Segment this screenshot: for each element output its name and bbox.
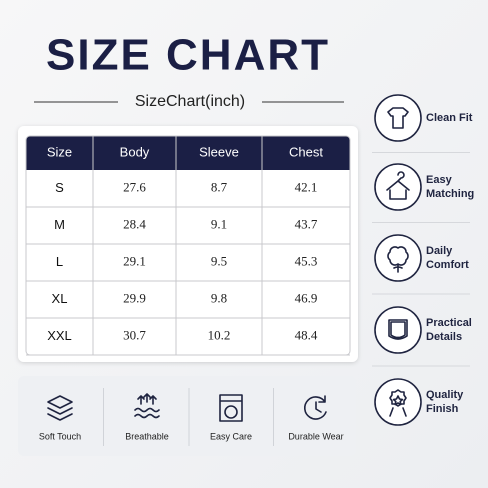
column-header: Size — [47, 144, 72, 159]
feature-label: Clean Fit — [426, 112, 473, 124]
feature-icon-ring — [374, 163, 422, 211]
cell-value: 28.4 — [123, 216, 146, 231]
bottom-label: Breathable — [125, 431, 169, 441]
bottom-icon — [47, 395, 73, 421]
feature-label: Matching — [426, 188, 474, 200]
cell-value: 42.1 — [295, 179, 318, 194]
cell-value: 43.7 — [295, 216, 318, 231]
feature-icon-ring — [374, 94, 422, 142]
feature-label: Daily — [426, 245, 453, 257]
feature-icon — [389, 389, 407, 417]
cell-value: 46.9 — [295, 290, 318, 305]
bottom-label: Durable Wear — [288, 431, 343, 441]
side-features: Clean Fit Easy Matching Daily Comfort Practic… — [372, 94, 474, 426]
bottom-panel — [18, 376, 356, 456]
feature-icon — [387, 107, 409, 129]
cell-value: 10.2 — [208, 327, 231, 342]
cell-value: 8.7 — [211, 179, 228, 194]
feature-label: Details — [426, 331, 462, 343]
size-label: XXL — [47, 328, 72, 343]
size-label: S — [55, 180, 64, 195]
bottom-label: Easy Care — [210, 431, 252, 441]
table-border — [25, 135, 351, 356]
feature-icon — [386, 171, 410, 200]
feature-icon-ring — [374, 234, 422, 282]
title: SIZE CHART — [46, 31, 330, 80]
cell-value: 27.6 — [123, 179, 146, 194]
size-label: M — [54, 217, 65, 232]
feature-label: Finish — [426, 403, 459, 415]
feature-icon-ring — [374, 378, 422, 426]
cell-value: 29.1 — [123, 253, 146, 268]
size-label: XL — [52, 291, 68, 306]
bottom-icon — [304, 395, 327, 420]
feature-icon — [388, 319, 408, 340]
bottom-icon — [134, 393, 160, 419]
cell-value: 30.7 — [123, 327, 146, 342]
bottom-icon — [219, 394, 243, 422]
cell-value: 9.8 — [211, 290, 227, 305]
column-header: Sleeve — [199, 144, 239, 159]
cell-value: 45.3 — [295, 253, 318, 268]
bottom-label: Soft Touch — [39, 431, 81, 441]
cell-value: 9.5 — [211, 253, 227, 268]
cell-value: 29.9 — [123, 290, 146, 305]
cell-value: 48.4 — [295, 327, 318, 342]
size-label: L — [56, 254, 63, 269]
feature-icon-ring — [374, 306, 422, 354]
table-header-bg — [26, 136, 350, 170]
feature-label: Easy — [426, 174, 453, 186]
size-table: Size Body Sleeve Chest S 27.6 8.7 42.1 M 28.4 9.1 4… — [25, 135, 351, 356]
column-header: Body — [120, 144, 150, 159]
bottom-features: Soft Touch Breathable Easy Care Durable Wea… — [39, 388, 344, 446]
feature-label: Quality — [426, 389, 464, 401]
cell-value: 9.1 — [211, 216, 227, 231]
subtitle: SizeChart(inch) — [135, 93, 245, 110]
feature-icon — [387, 246, 409, 273]
feature-label: Comfort — [426, 259, 469, 271]
column-header: Chest — [289, 144, 323, 159]
feature-label: Practical — [426, 317, 472, 329]
